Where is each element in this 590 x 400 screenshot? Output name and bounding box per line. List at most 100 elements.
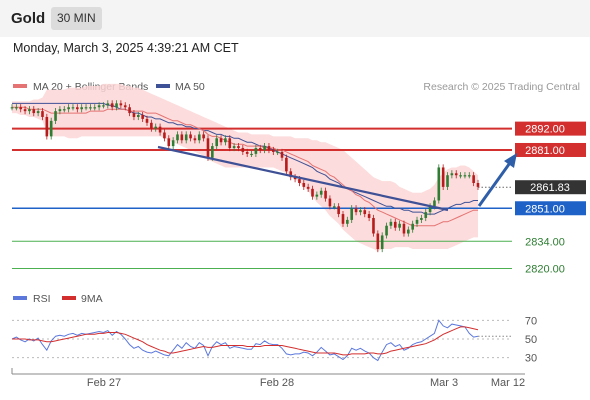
candle-body — [115, 103, 118, 108]
ma50-line — [12, 102, 478, 215]
candle-body — [206, 138, 210, 158]
candle-body — [215, 138, 218, 147]
candle-body — [176, 134, 179, 141]
candle-body — [454, 173, 458, 176]
candle-body — [136, 115, 140, 117]
candle-body — [10, 107, 14, 109]
legend-ma50-label: MA 50 — [175, 81, 205, 93]
last-price-label: 2861.83 — [530, 182, 570, 194]
candle-body — [71, 107, 75, 109]
legend-ma50-swatch — [156, 84, 170, 88]
x-tick-Feb-28: Feb 28 — [260, 377, 294, 389]
candle-body — [167, 138, 171, 147]
candle-body — [302, 183, 306, 187]
candle-body — [41, 111, 44, 117]
candle-body — [123, 105, 127, 108]
candle-body — [158, 126, 162, 133]
candle-body — [372, 217, 375, 234]
candle-body — [254, 148, 258, 154]
candle-body — [467, 175, 471, 177]
candle-body — [76, 107, 79, 110]
bollinger-band-area — [12, 83, 478, 252]
candle-body — [211, 146, 214, 158]
candle-body — [110, 103, 114, 108]
x-tick-Feb-27: Feb 27 — [87, 377, 121, 389]
candle-body — [237, 146, 240, 149]
candle-body — [49, 120, 53, 137]
resistance-tag-2881-00 — [515, 142, 586, 157]
candle-body — [463, 175, 467, 177]
candle-body — [180, 134, 184, 141]
candle-body — [319, 190, 323, 195]
candle-body — [367, 214, 371, 218]
candle-body — [197, 134, 201, 141]
candle-body — [89, 107, 92, 109]
candle-body — [441, 167, 445, 187]
x-tick-Mar-3: Mar 3 — [430, 377, 458, 389]
candle-body — [346, 219, 349, 224]
candle-body — [376, 233, 380, 250]
rsi-9ma-line — [12, 326, 479, 356]
candle-body — [32, 109, 36, 114]
candle-body — [389, 221, 393, 226]
watermark: Research © 2025 Trading Central — [423, 81, 580, 93]
legend-9ma-swatch — [62, 296, 76, 300]
chart-header: Gold 30 MIN — [0, 0, 590, 37]
candle-body — [359, 210, 362, 213]
candle-body — [219, 138, 223, 143]
candle-body — [341, 214, 345, 224]
candle-body — [350, 208, 354, 220]
candle-body — [202, 134, 205, 139]
resistance-label-2881-00: 2881.00 — [525, 145, 565, 157]
candle-body — [446, 175, 449, 187]
candle-body — [245, 151, 249, 154]
candle-body — [337, 206, 340, 215]
candle-body — [276, 151, 279, 154]
candle-body — [424, 212, 428, 218]
candle-body — [324, 190, 327, 199]
legend-9ma-label: 9MA — [81, 293, 103, 305]
candle-body — [171, 140, 175, 147]
candle-body — [23, 109, 27, 112]
candle-body — [119, 103, 123, 106]
candle-body — [415, 219, 419, 224]
legend-rsi-label: RSI — [33, 293, 51, 305]
candle-body — [45, 116, 49, 137]
candle-body — [411, 223, 414, 230]
candle-body — [272, 149, 275, 152]
rsi-tick-30: 30 — [525, 353, 537, 365]
candle-body — [232, 146, 236, 149]
candle-body — [189, 134, 192, 139]
candle-body — [433, 200, 436, 207]
candle-body — [97, 105, 101, 108]
candle-body — [267, 146, 271, 150]
candle-body — [328, 198, 332, 207]
candle-body — [193, 138, 197, 141]
candle-body — [450, 173, 454, 176]
candle-body — [15, 107, 18, 109]
candle-body — [420, 217, 423, 220]
candles-group — [10, 100, 480, 253]
candle-body — [19, 107, 23, 110]
candle-body — [141, 115, 144, 119]
candle-body — [263, 146, 266, 150]
candle-body — [80, 107, 83, 110]
candle-body — [154, 126, 158, 129]
trend-channel-line — [157, 145, 449, 212]
candle-body — [106, 103, 110, 106]
projection-arrow-shaft — [477, 159, 514, 207]
instrument-title: Gold — [11, 10, 46, 27]
rsi-tick-70: 70 — [525, 315, 537, 327]
timeframe-badge[interactable]: 30 MIN — [51, 7, 102, 30]
candle-body — [332, 206, 336, 208]
candle-body — [428, 206, 432, 213]
candle-body — [398, 223, 401, 228]
candle-body — [280, 151, 284, 158]
x-tick-Mar-12: Mar 12 — [491, 377, 525, 389]
candle-body — [36, 111, 40, 114]
candle-body — [407, 229, 410, 234]
candle-body — [28, 109, 31, 112]
legend-rsi-swatch — [13, 296, 27, 300]
candle-body — [354, 208, 358, 213]
